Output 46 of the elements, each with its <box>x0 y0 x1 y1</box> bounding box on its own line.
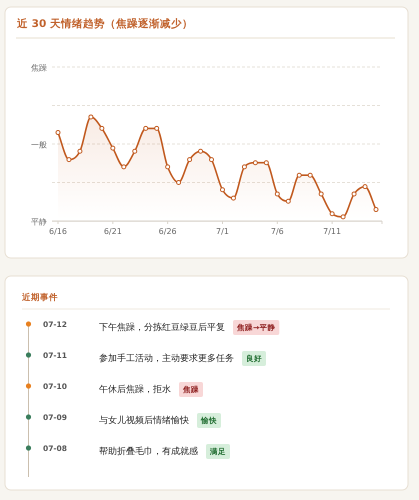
ref-line-label: 焦躁 <box>31 64 47 72</box>
point <box>242 164 247 170</box>
text: 下午焦躁，分拣红豆绿豆后平复 <box>99 322 225 333</box>
ref-line-label: 平静 <box>31 218 47 226</box>
point <box>143 126 148 131</box>
point <box>374 207 378 212</box>
point <box>110 146 116 151</box>
point <box>308 172 313 178</box>
point <box>286 198 291 204</box>
x-tick-label: 7/6 <box>270 227 284 236</box>
point <box>330 211 335 216</box>
x-tick-label: 6/16 <box>49 227 67 236</box>
point <box>230 196 236 201</box>
point <box>340 214 346 220</box>
point <box>187 157 192 162</box>
point <box>132 148 138 154</box>
point <box>352 191 357 196</box>
x-tick-label: 6/21 <box>104 227 122 236</box>
point <box>66 157 72 162</box>
point <box>165 164 170 170</box>
point <box>121 164 126 170</box>
point <box>88 114 94 120</box>
point <box>220 187 225 192</box>
point <box>198 148 204 154</box>
point <box>56 130 60 136</box>
text: 近期事件 <box>21 292 58 303</box>
point <box>274 191 280 196</box>
chart-title: 近 30 天情绪趋势（焦躁逐渐减少） <box>16 17 193 30</box>
x-tick-label: 6/26 <box>158 227 177 236</box>
x-tick-label: 7/11 <box>323 227 342 236</box>
x-tick-label: 7/1 <box>216 227 229 236</box>
point <box>154 126 160 131</box>
text: 帮助折叠毛巾，有成就感 <box>99 446 198 457</box>
point <box>264 160 269 166</box>
text: 午休后焦躁，拒水 <box>99 384 171 395</box>
text: 参加手工活动，主动要求更多任务 <box>99 353 234 364</box>
point <box>209 157 214 162</box>
point <box>362 184 368 190</box>
point <box>252 160 258 166</box>
point <box>176 180 182 185</box>
point <box>318 191 324 196</box>
point <box>296 172 302 178</box>
point <box>77 148 82 154</box>
ref-line-label: 一般 <box>31 140 47 150</box>
point <box>99 126 104 131</box>
text: 与女儿视频后情绪愉快 <box>99 415 189 426</box>
